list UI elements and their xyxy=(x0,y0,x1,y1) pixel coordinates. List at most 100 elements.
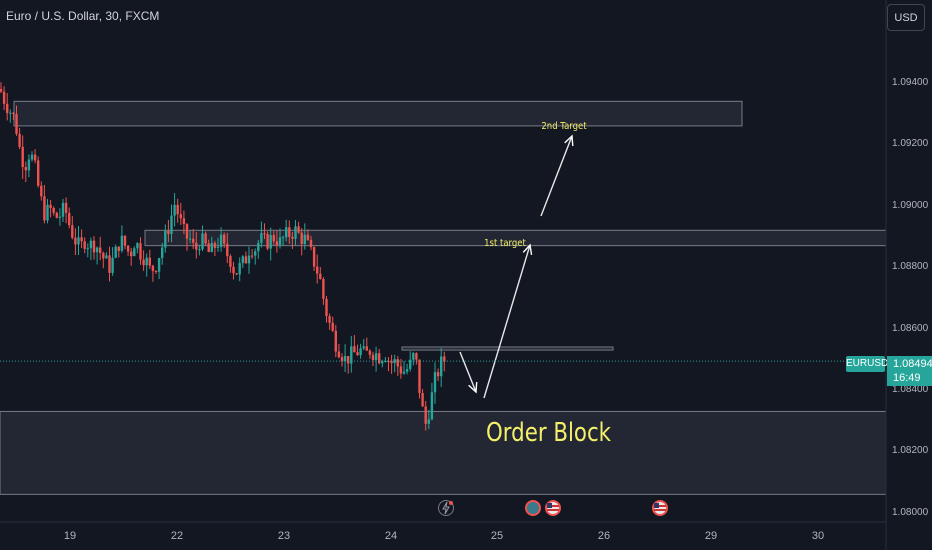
candle-body xyxy=(185,224,189,239)
candle-body xyxy=(102,252,105,259)
candle-body xyxy=(378,353,381,364)
candle-body xyxy=(117,246,120,251)
candle-body xyxy=(371,354,375,361)
candle-body xyxy=(192,238,195,243)
candle-body xyxy=(319,273,322,279)
candle-body xyxy=(421,393,424,407)
candle-body xyxy=(365,346,368,351)
candle-body xyxy=(86,248,89,250)
candle-body xyxy=(213,243,217,248)
candle-body xyxy=(64,202,68,213)
candle-body xyxy=(83,241,86,249)
candle-body xyxy=(250,255,254,257)
symbol-title[interactable]: Euro / U.S. Dollar, 30, FXCM xyxy=(6,9,160,23)
candle-body xyxy=(343,356,347,362)
price-tick-label: 1.09200 xyxy=(892,138,929,150)
candle-body xyxy=(281,237,285,239)
candle-body xyxy=(179,214,182,219)
candle-body xyxy=(12,112,15,114)
candle-body xyxy=(272,234,275,242)
candles xyxy=(0,82,446,431)
candle-body xyxy=(148,257,151,266)
candle-body xyxy=(21,146,24,168)
candle-body xyxy=(322,278,325,299)
time-tick-label: 19 xyxy=(63,530,77,542)
zone-rect xyxy=(13,100,743,127)
candle-body xyxy=(436,372,440,377)
bar-countdown: 16:49 xyxy=(893,372,921,384)
time-tick-label: 23 xyxy=(277,530,291,542)
annotation-arrows xyxy=(459,134,574,399)
candle-body xyxy=(415,353,418,360)
candle-body xyxy=(266,234,269,249)
candle-body xyxy=(18,133,21,147)
candle-body xyxy=(309,239,313,248)
zone-rect xyxy=(401,346,614,351)
candle-body xyxy=(433,372,437,393)
candle-body xyxy=(443,356,446,362)
candle-body xyxy=(61,202,65,217)
candle-body xyxy=(418,359,421,394)
candle-body xyxy=(412,353,415,360)
candle-body xyxy=(145,257,148,266)
candle-body xyxy=(164,230,167,248)
candle-body xyxy=(263,233,266,235)
candle-body xyxy=(235,273,238,275)
candle-body xyxy=(161,247,164,259)
zone-rect xyxy=(0,410,887,495)
candle-body xyxy=(130,251,133,257)
candle-body xyxy=(71,225,74,238)
candle-body xyxy=(182,218,186,225)
price-tick-label: 1.08000 xyxy=(892,506,929,518)
candle-body xyxy=(95,247,99,253)
candle-body xyxy=(244,256,248,264)
arrow-to-target2 xyxy=(540,135,573,217)
candle-body xyxy=(300,232,303,245)
time-tick-label: 22 xyxy=(170,530,184,542)
candle-body xyxy=(303,234,306,245)
candle-body xyxy=(0,89,3,92)
candle-body xyxy=(6,103,9,114)
candle-body xyxy=(337,351,341,358)
candle-body xyxy=(269,234,272,249)
candle-body xyxy=(399,366,403,374)
candle-body xyxy=(99,247,102,253)
candle-body xyxy=(89,240,93,249)
candle-body xyxy=(362,346,365,349)
candle-body xyxy=(114,246,117,258)
candle-body xyxy=(133,248,136,257)
candle-body xyxy=(173,204,176,216)
candle-body xyxy=(409,359,412,370)
price-tick-label: 1.08400 xyxy=(892,383,929,395)
price-tick-label: 1.09000 xyxy=(892,199,929,211)
candle-body xyxy=(353,346,356,353)
lightning-icon[interactable] xyxy=(438,500,454,516)
candle-body xyxy=(356,352,359,356)
candle-body xyxy=(387,360,390,362)
candle-body xyxy=(241,256,244,264)
candle-body xyxy=(33,154,37,161)
candle-body xyxy=(170,215,173,234)
candle-body xyxy=(105,255,108,259)
candle-body xyxy=(359,348,362,356)
candle-body xyxy=(275,241,279,246)
us-flag-icon[interactable] xyxy=(652,500,668,516)
candle-body xyxy=(126,245,130,252)
candle-body xyxy=(374,353,378,361)
candle-body xyxy=(334,330,337,352)
candle-body xyxy=(207,243,210,252)
candle-body xyxy=(123,235,127,246)
us-flag-icon[interactable] xyxy=(545,500,561,516)
candle-body xyxy=(340,357,344,362)
candle-body xyxy=(30,154,34,160)
candle-body xyxy=(58,216,62,218)
candle-body xyxy=(40,185,43,197)
candle-body xyxy=(188,238,192,240)
candle-body xyxy=(216,246,220,248)
candle-body xyxy=(384,360,387,362)
candle-body xyxy=(393,359,396,364)
globe-flag-icon[interactable] xyxy=(525,500,541,516)
candle-body xyxy=(151,265,155,272)
currency-button[interactable]: USD xyxy=(887,4,925,31)
